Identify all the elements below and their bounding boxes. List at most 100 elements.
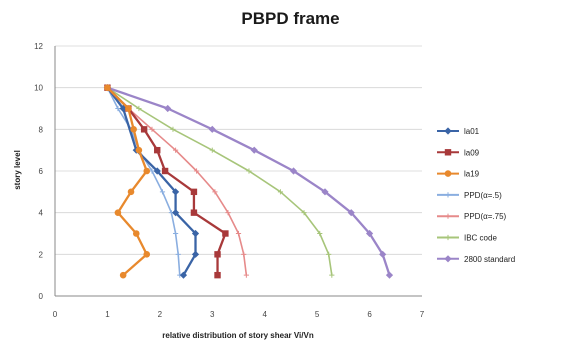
legend-label: 2800 standard — [464, 255, 515, 264]
data-point — [214, 271, 221, 279]
chart-title: PBPD frame — [241, 9, 340, 28]
legend-label: PPD(α=.75) — [464, 212, 507, 221]
legend-item: la01 — [437, 127, 480, 136]
data-point — [250, 146, 258, 154]
legend-marker — [444, 149, 452, 156]
data-point — [235, 230, 242, 237]
data-point — [190, 209, 198, 216]
legend-marker — [445, 234, 451, 241]
legend-item: la09 — [437, 148, 480, 157]
data-point — [385, 271, 394, 279]
data-point — [214, 251, 221, 258]
legend-marker — [444, 170, 452, 177]
legend-label: IBC code — [464, 234, 497, 243]
legend-item: la19 — [437, 170, 480, 179]
data-point — [212, 189, 218, 195]
series-line — [106, 87, 248, 276]
data-point — [241, 251, 247, 257]
y-tick-label: 4 — [39, 209, 44, 218]
y-axis-title: story level — [13, 150, 22, 190]
series-line — [106, 86, 148, 277]
data-point — [143, 251, 151, 258]
data-point — [171, 209, 180, 217]
data-point — [164, 104, 172, 113]
legend-label: la01 — [464, 127, 480, 136]
legend-item: IBC code — [437, 234, 497, 243]
x-tick-label: 3 — [210, 310, 215, 319]
x-tick-label: 6 — [367, 310, 372, 319]
legend-label: la19 — [464, 170, 480, 179]
data-point — [379, 250, 387, 258]
data-point — [289, 167, 298, 175]
data-point — [190, 188, 198, 196]
legend-marker — [444, 127, 452, 135]
series-group — [103, 84, 394, 279]
data-point — [277, 189, 284, 195]
data-point — [172, 230, 179, 237]
data-point — [191, 250, 200, 258]
data-point — [365, 229, 374, 238]
y-tick-label: 0 — [39, 292, 44, 301]
data-point — [243, 272, 249, 278]
data-point — [140, 126, 148, 133]
legend-marker — [445, 192, 451, 198]
legend-label: PPD(α=.5) — [464, 191, 502, 200]
data-point — [208, 125, 216, 133]
x-tick-label: 0 — [53, 310, 58, 319]
data-point — [130, 126, 137, 133]
data-point — [119, 271, 127, 279]
data-point — [225, 210, 231, 216]
data-point — [175, 251, 181, 257]
y-tick-label: 2 — [39, 250, 44, 259]
legend-item: PPD(α=.75) — [437, 212, 507, 221]
data-point — [159, 189, 166, 195]
data-point — [172, 147, 179, 153]
y-tick-label: 12 — [34, 42, 43, 51]
series-0 — [103, 84, 200, 279]
legend: la01 la09 la19 PPD(α=.5) PPD(α=.75) IBC code 2… — [437, 127, 515, 264]
data-point — [209, 147, 215, 153]
data-point — [193, 168, 200, 174]
data-point — [104, 84, 111, 91]
data-point — [154, 146, 161, 154]
data-point — [329, 272, 335, 278]
legend-marker — [444, 255, 452, 263]
series-2 — [104, 84, 151, 279]
data-point — [161, 167, 169, 175]
data-point — [136, 105, 142, 112]
series-line — [106, 87, 181, 276]
data-point — [179, 271, 188, 279]
y-tick-label: 8 — [39, 125, 44, 134]
data-point — [246, 168, 252, 174]
series-line — [107, 86, 391, 276]
data-point — [321, 188, 329, 196]
x-axis-title: relative distribution of story shear Vi/… — [162, 331, 314, 340]
data-point — [170, 126, 176, 132]
x-tick-label: 5 — [315, 310, 320, 319]
data-point — [127, 188, 135, 196]
legend-item: 2800 standard — [437, 255, 515, 264]
data-point — [135, 146, 143, 154]
data-point — [153, 167, 161, 175]
grid — [55, 45, 422, 255]
data-point — [222, 230, 229, 237]
data-point — [326, 251, 332, 257]
data-point — [171, 188, 180, 196]
data-point — [149, 126, 155, 132]
data-point — [191, 229, 200, 238]
y-tick-label: 6 — [39, 167, 44, 176]
x-tick-label: 7 — [420, 310, 425, 319]
data-point — [143, 167, 151, 175]
y-tick-label: 10 — [34, 84, 43, 93]
data-point — [125, 105, 132, 112]
x-tick-label: 4 — [262, 310, 267, 319]
data-point — [347, 209, 355, 217]
data-point — [132, 230, 140, 237]
x-tick-label: 1 — [105, 310, 110, 319]
data-point — [301, 210, 307, 216]
legend-item: PPD(α=.5) — [437, 191, 502, 200]
data-point — [114, 209, 122, 216]
data-point — [317, 230, 323, 237]
